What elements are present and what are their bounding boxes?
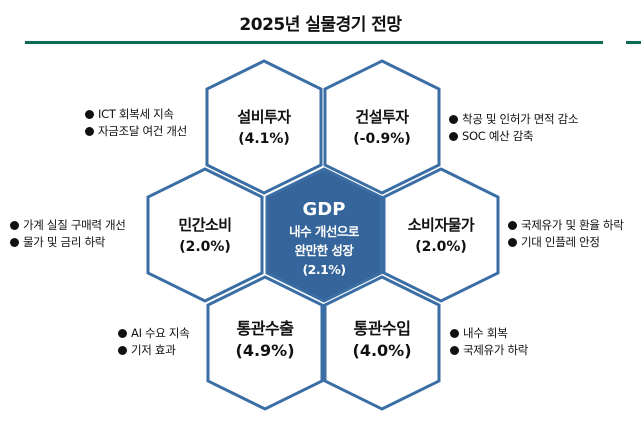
note-item: 국제유가 및 환율 하락	[508, 217, 624, 234]
note-item: 기저 효과	[118, 342, 190, 359]
hex-name: 건설투자	[355, 108, 409, 126]
note-item: SOC 예산 감축	[449, 128, 578, 145]
note-text: 기대 인플레 안정	[521, 235, 600, 249]
note-text: 자금조달 여건 개선	[98, 124, 187, 138]
bullet-icon	[10, 237, 19, 247]
hex-name: 통관수입	[353, 319, 411, 338]
hex-value: (4.9%)	[235, 341, 295, 360]
note-text: ICT 회복세 지속	[98, 107, 174, 121]
gdp-line1: 내수 개선으로	[289, 224, 359, 239]
note-text: AI 수요 지속	[131, 326, 190, 340]
hex-customs-imports	[323, 275, 441, 411]
notes-consumer-prices: 국제유가 및 환율 하락 기대 인플레 안정	[508, 217, 624, 251]
hex-gdp-center	[265, 167, 383, 303]
hex-label-construction-investment: 건설투자 (-0.9%)	[324, 106, 440, 150]
hex-label-consumer-prices: 소비자물가 (2.0%)	[383, 214, 499, 258]
notes-customs-imports: 내수 회복 국제유가 하락	[450, 325, 528, 359]
note-item: 자금조달 여건 개선	[85, 123, 187, 140]
bullet-icon	[10, 220, 19, 230]
hex-value: (2.0%)	[179, 239, 231, 255]
hex-value: (-0.9%)	[353, 131, 411, 147]
notes-equipment-investment: ICT 회복세 지속 자금조달 여건 개선	[85, 106, 187, 140]
hex-value: (4.1%)	[238, 131, 290, 147]
note-item: 가계 실질 구매력 개선	[10, 217, 126, 234]
hex-value: (4.0%)	[352, 341, 412, 360]
hex-label-customs-imports: 통관수입 (4.0%)	[324, 318, 440, 362]
hex-name: 통관수출	[236, 319, 294, 338]
hex-customs-exports	[206, 275, 324, 411]
note-text: 국제유가 하락	[463, 343, 529, 357]
bullet-icon	[85, 126, 94, 136]
hex-value: (2.0%)	[415, 239, 467, 255]
hex-label-equipment-investment: 설비투자 (4.1%)	[206, 106, 322, 150]
note-text: 착공 및 인허가 면적 감소	[462, 112, 579, 126]
note-item: 내수 회복	[450, 325, 528, 342]
note-text: SOC 예산 감축	[462, 129, 534, 143]
note-text: 가계 실질 구매력 개선	[23, 218, 126, 232]
page-title: 2025년 실물경기 전망	[239, 15, 402, 35]
note-text: 물가 및 금리 하락	[23, 235, 106, 249]
bullet-icon	[449, 131, 458, 141]
note-item: 착공 및 인허가 면적 감소	[449, 111, 579, 128]
gdp-line2: 완만한 성장	[294, 243, 354, 258]
gdp-value: (2.1%)	[302, 262, 346, 277]
notes-customs-exports: AI 수요 지속 기저 효과	[118, 325, 190, 359]
notes-construction-investment: 착공 및 인허가 면적 감소 SOC 예산 감축	[449, 111, 579, 145]
hex-label-customs-exports: 통관수출 (4.9%)	[207, 318, 323, 362]
title-underline	[25, 41, 603, 44]
note-item: 국제유가 하락	[450, 342, 528, 359]
bullet-icon	[508, 220, 517, 230]
hex-name: 민간소비	[178, 216, 232, 234]
note-text: 국제유가 및 환율 하락	[521, 218, 624, 232]
note-item: 기대 인플레 안정	[508, 234, 624, 251]
title-underline-right	[626, 41, 641, 44]
note-item: ICT 회복세 지속	[85, 106, 187, 123]
hex-name: 설비투자	[237, 108, 291, 126]
note-item: 물가 및 금리 하락	[10, 234, 126, 251]
bullet-icon	[118, 328, 127, 338]
note-text: 내수 회복	[463, 326, 508, 340]
note-text: 기저 효과	[131, 343, 176, 357]
gdp-center-label: GDP 내수 개선으로 완만한 성장 (2.1%)	[266, 198, 382, 279]
bullet-icon	[508, 237, 517, 247]
bullet-icon	[450, 345, 459, 355]
gdp-title: GDP	[302, 199, 346, 220]
bullet-icon	[449, 114, 458, 124]
hex-private-consumption	[146, 167, 264, 303]
hex-label-private-consumption: 민간소비 (2.0%)	[147, 214, 263, 258]
bullet-icon	[118, 345, 127, 355]
hex-name: 소비자물가	[407, 216, 475, 234]
notes-private-consumption: 가계 실질 구매력 개선 물가 및 금리 하락	[10, 217, 126, 251]
note-item: AI 수요 지속	[118, 325, 190, 342]
hex-equipment-investment	[205, 59, 323, 195]
bullet-icon	[85, 109, 94, 119]
bullet-icon	[450, 328, 459, 338]
hex-construction-investment	[323, 59, 441, 195]
hex-consumer-prices	[382, 167, 500, 303]
